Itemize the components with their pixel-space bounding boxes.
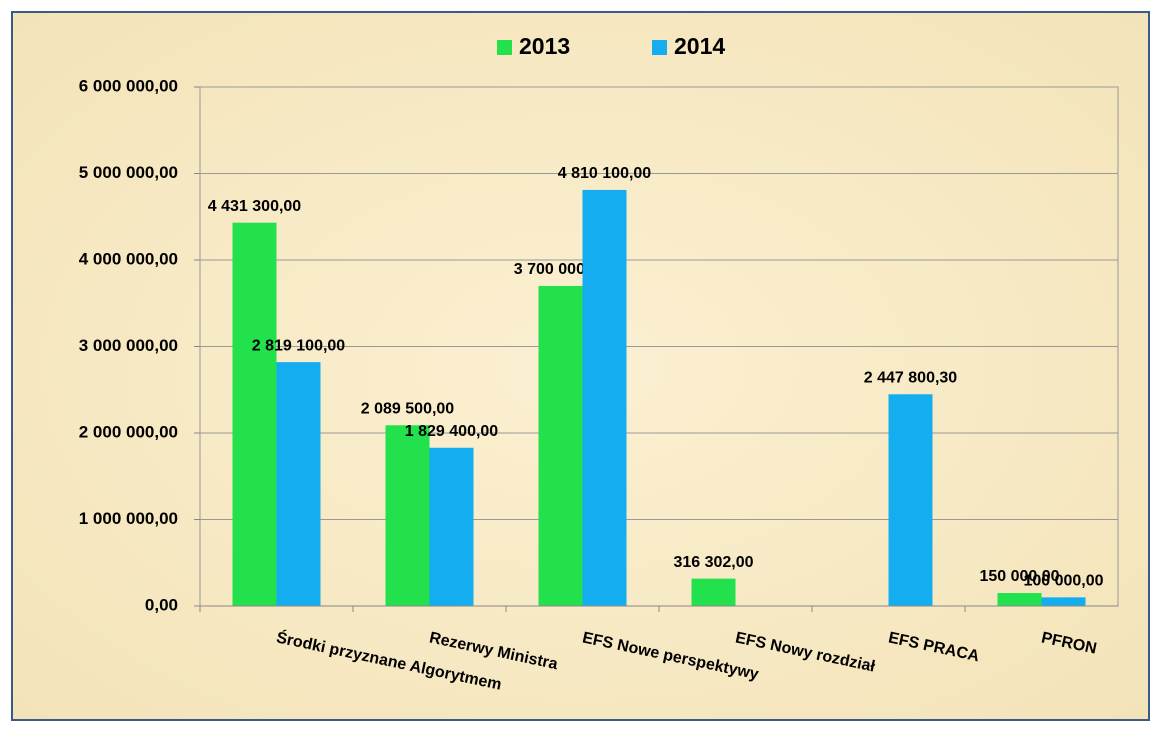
data-label: 2 447 800,30 <box>864 369 958 386</box>
data-label: 2 819 100,00 <box>252 337 346 354</box>
bar <box>538 285 583 606</box>
bar <box>691 578 736 606</box>
legend-label: 2014 <box>674 33 725 59</box>
y-tick-label: 5 000 000,00 <box>79 163 178 182</box>
y-tick-label: 4 000 000,00 <box>79 249 178 268</box>
data-label: 2 089 500,00 <box>361 400 455 417</box>
y-tick-label: 0,00 <box>145 595 178 614</box>
legend-swatch <box>497 40 512 55</box>
data-label: 1 829 400,00 <box>405 423 499 440</box>
data-label: 150 000,00 <box>979 568 1059 585</box>
y-tick-label: 2 000 000,00 <box>79 422 178 441</box>
data-label: 4 810 100,00 <box>558 165 652 182</box>
legend-swatch <box>652 40 667 55</box>
bar <box>232 222 277 606</box>
bar <box>582 189 627 607</box>
y-tick-label: 6 000 000,00 <box>79 76 178 95</box>
data-label: 316 302,00 <box>673 554 753 571</box>
y-tick-label: 1 000 000,00 <box>79 509 178 528</box>
bar <box>385 425 430 606</box>
data-label: 100 000,00 <box>1023 573 1103 590</box>
bar <box>997 593 1042 606</box>
bar <box>1041 597 1086 606</box>
bar <box>276 362 321 606</box>
legend-label: 2013 <box>519 33 570 59</box>
y-tick-label: 3 000 000,00 <box>79 336 178 355</box>
bar <box>888 394 933 606</box>
data-label: 4 431 300,00 <box>208 198 302 215</box>
bar <box>429 447 474 606</box>
